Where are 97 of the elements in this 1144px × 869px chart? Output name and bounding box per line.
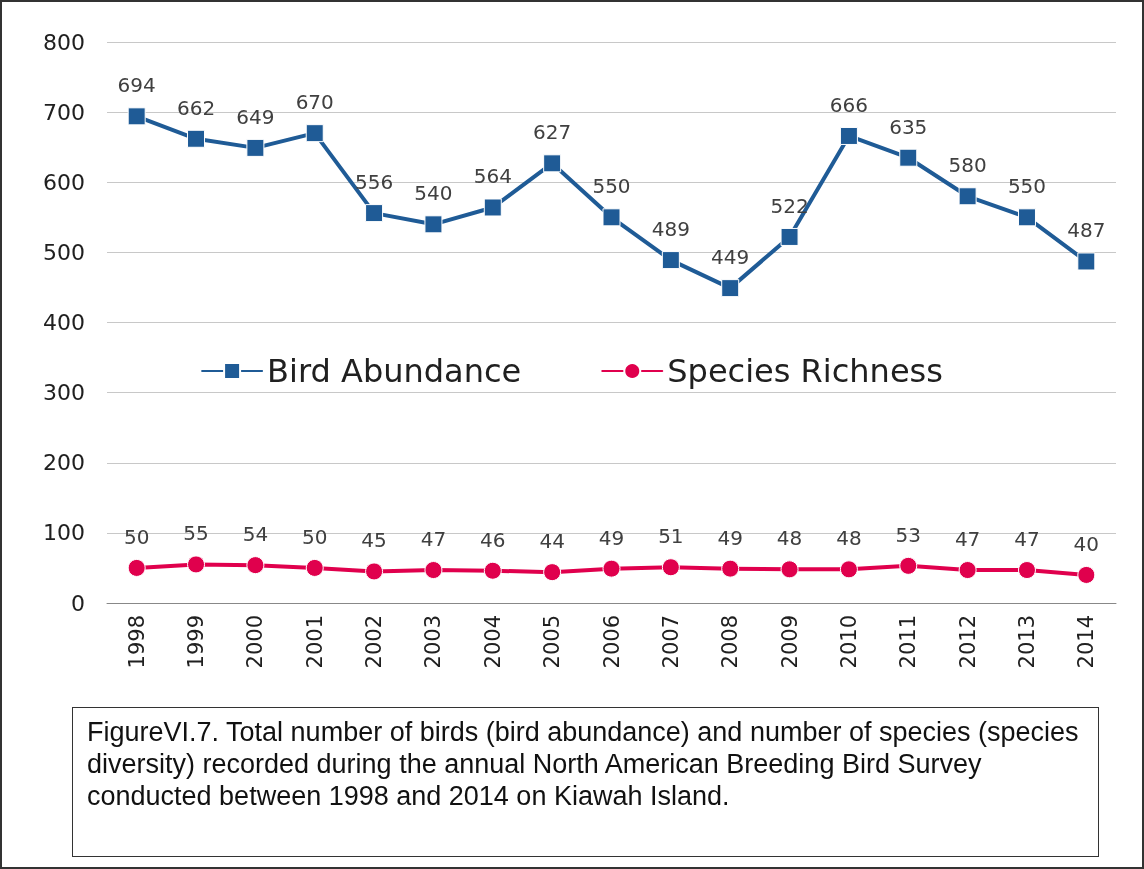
- data-label: 550: [592, 174, 631, 199]
- data-label: 627: [533, 120, 572, 145]
- x-tick-label: 2011: [896, 615, 921, 669]
- data-label: 47: [954, 527, 981, 552]
- data-label: 666: [829, 92, 869, 117]
- data-label: 556: [354, 170, 394, 195]
- text: FigureVI.7. Total number of birds (bird abundance) and number of species (species diversity) recorded during the annual North American Breeding Bird Survey conducted between 1998 and 2014 on Kiawah Island.: [72, 707, 1099, 857]
- data-label: 580: [948, 153, 987, 178]
- x-tick-label: 2008: [718, 615, 743, 669]
- x-tick-label: 1999: [184, 615, 209, 669]
- point: [305, 558, 324, 577]
- data-label: 540: [414, 181, 453, 206]
- x-tick-label: 1998: [124, 615, 149, 669]
- data-label: 670: [295, 90, 334, 115]
- x-tick-label: 2010: [836, 615, 861, 669]
- legend-label: Species Richness: [667, 352, 943, 390]
- point: [721, 559, 740, 578]
- data-label: 662: [176, 95, 216, 120]
- point: [602, 208, 621, 227]
- data-label: 635: [889, 114, 928, 139]
- point: [958, 561, 977, 580]
- point: [127, 558, 146, 577]
- y-tick-label: 0: [71, 590, 85, 616]
- x-tick-label: 2012: [955, 615, 980, 669]
- data-label: 694: [117, 73, 156, 98]
- data-label: 54: [242, 522, 269, 547]
- data-label: 44: [539, 529, 565, 554]
- point: [1077, 252, 1096, 271]
- y-tick-label: 800: [43, 29, 85, 55]
- x-tick-label: 2014: [1074, 615, 1099, 669]
- data-label: 649: [236, 104, 275, 129]
- point: [305, 124, 324, 143]
- point: [958, 187, 977, 206]
- x-tick-label: 2009: [777, 615, 802, 669]
- data-label: 40: [1073, 531, 1100, 556]
- point: [1077, 565, 1096, 584]
- y-tick-label: 300: [43, 380, 85, 406]
- point: [424, 561, 443, 580]
- data-label: 564: [473, 164, 512, 189]
- y-tick-label: 400: [43, 310, 85, 335]
- data-label: 48: [776, 526, 803, 551]
- x-tick-label: 2013: [1014, 615, 1039, 669]
- data-label: 50: [123, 524, 150, 549]
- point: [602, 559, 621, 578]
- data-label: 550: [1007, 174, 1047, 199]
- point: [187, 129, 206, 148]
- point: [543, 563, 562, 582]
- data-label: 522: [770, 193, 809, 218]
- x-tick-label: 2000: [243, 615, 268, 669]
- x-tick-label: 2004: [480, 615, 505, 669]
- point: [1017, 208, 1036, 227]
- x-tick-label: 2003: [421, 615, 446, 669]
- y-tick-label: 500: [43, 239, 85, 265]
- data-label: 53: [895, 522, 921, 547]
- y-tick-label: 600: [43, 169, 85, 195]
- data-label: 48: [836, 526, 862, 551]
- y-tick-label: 100: [43, 520, 85, 546]
- x-tick-label: 2002: [362, 615, 387, 669]
- point: [721, 279, 740, 298]
- y-tick-label: 200: [43, 450, 85, 476]
- data-label: 47: [420, 527, 447, 552]
- x-tick-label: 2006: [599, 615, 624, 669]
- data-label: 489: [651, 217, 690, 242]
- data-label: 49: [598, 525, 625, 550]
- point: [839, 126, 858, 145]
- data-label: 45: [361, 528, 387, 553]
- point: [1017, 561, 1036, 580]
- x-tick-label: 2005: [540, 615, 565, 669]
- x-tick-label: 2001: [302, 615, 327, 669]
- point: [661, 558, 680, 577]
- point: [127, 107, 146, 126]
- x-tick-label: 2007: [658, 615, 683, 669]
- point: [187, 555, 206, 574]
- point: [365, 562, 384, 581]
- point: [839, 560, 858, 579]
- point: [483, 561, 502, 580]
- data-label: 55: [183, 521, 209, 546]
- point: [899, 556, 918, 575]
- legend-label: Bird Abundance: [267, 352, 522, 390]
- point: [246, 138, 265, 157]
- point: [246, 556, 265, 575]
- point: [365, 204, 384, 223]
- data-label: 49: [717, 525, 743, 550]
- point: [780, 227, 799, 246]
- point: [543, 154, 562, 173]
- point: [661, 251, 680, 270]
- data-label: 449: [711, 245, 750, 270]
- y-tick-label: 700: [43, 99, 85, 125]
- point: [899, 148, 918, 167]
- data-label: 50: [302, 524, 328, 549]
- data-label: 487: [1067, 218, 1106, 243]
- point: [424, 215, 443, 234]
- point: [483, 198, 502, 217]
- data-label: 51: [658, 524, 684, 549]
- data-label: 47: [1014, 527, 1040, 552]
- data-label: 46: [480, 527, 506, 552]
- point: [780, 560, 799, 579]
